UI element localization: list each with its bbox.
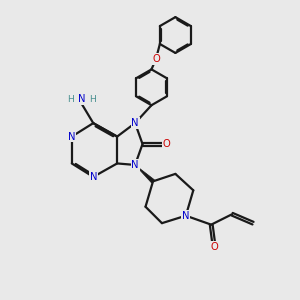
Text: N: N [182,211,190,221]
Text: O: O [152,54,160,64]
Text: H: H [67,95,74,104]
Text: N: N [131,160,139,170]
Text: O: O [210,242,218,252]
Text: N: N [78,94,85,104]
Text: N: N [131,118,139,128]
Text: O: O [163,139,170,149]
Polygon shape [135,165,154,183]
Text: N: N [89,172,97,182]
Text: N: N [68,132,76,142]
Text: H: H [89,95,96,104]
